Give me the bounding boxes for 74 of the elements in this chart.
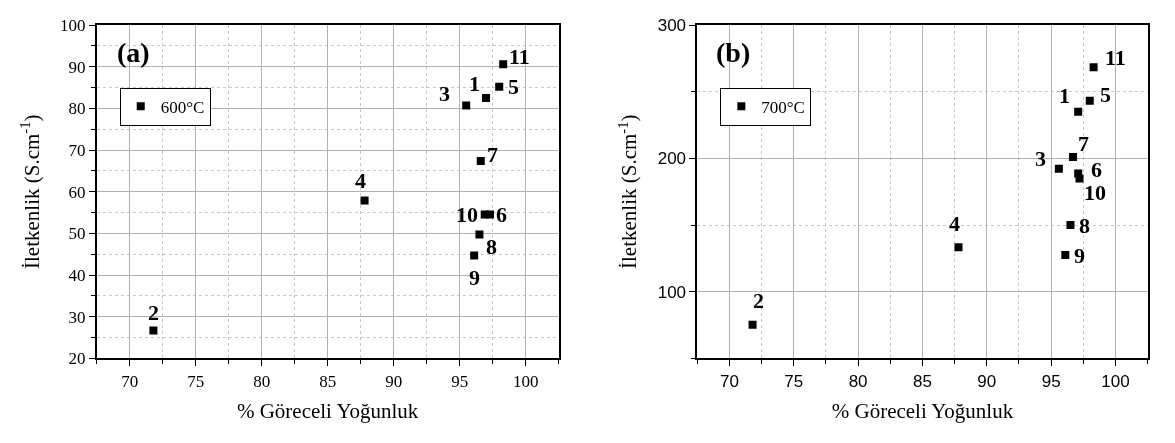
x-tick-label: 95 [1041,371,1061,391]
annotation: 5 [508,74,519,99]
point [462,101,471,110]
point [1069,153,1078,162]
annotation: 8 [1079,213,1090,238]
annotation: 7 [1078,131,1089,156]
annotation: 1 [469,71,480,96]
annotation: 10 [1084,180,1106,205]
x-tick-label: 70 [121,371,139,391]
y-tick-label: 200 [657,149,687,169]
point [1089,63,1098,72]
point [499,60,508,69]
annotation: 6 [1091,157,1102,182]
point [476,156,485,165]
legend-label: 700°C [761,97,805,117]
point [1066,221,1075,230]
point [360,196,369,205]
point [482,93,491,102]
annotation: 3 [439,81,450,106]
y-tick-label: 60 [68,182,86,202]
point [748,320,757,329]
annotation: (b) [716,37,751,68]
x-tick-label: 75 [187,371,205,391]
point [1075,174,1084,183]
annotation: 9 [469,265,480,290]
y-tick-label: 30 [68,307,86,327]
annotation: 2 [753,288,764,313]
point [954,243,963,252]
x-tick-label: 95 [451,371,469,391]
annotation: (a) [117,37,150,68]
annotation: 10 [456,202,478,227]
y-tick-label: 40 [68,265,86,285]
x-tick-label: 100 [512,371,539,391]
annotation: 6 [496,202,507,227]
annotation: 11 [509,44,530,69]
x-tick-label: 90 [977,371,997,391]
x-axis-title: % Göreceli Yoğunluk [236,399,419,424]
annotation: 1 [1059,83,1070,108]
point [1061,251,1070,260]
annotation: 2 [148,300,159,325]
x-tick-label: 85 [912,371,932,391]
x-tick-label: 80 [848,371,868,391]
x-axis-title: % Göreceli Yoğunluk [831,399,1014,424]
x-tick-label: 75 [784,371,804,391]
x-tick-label: 70 [719,371,739,391]
x-tick-label: 80 [253,371,271,391]
point [149,326,158,335]
annotation: 3 [1035,146,1046,171]
annotation: 11 [1105,45,1126,70]
annotation: 5 [1100,82,1111,107]
legend-label: 600°C [160,97,205,117]
x-tick-label: 85 [319,371,337,391]
y-tick-label: 50 [68,224,86,244]
y-tick-label: 70 [68,141,86,160]
annotation: 4 [949,211,960,236]
y-tick-label: 100 [657,282,687,302]
x-tick-label: 90 [385,371,403,391]
y-tick-label: 300 [657,16,687,36]
y-tick-label: 90 [68,57,86,77]
annotation: 7 [487,142,498,167]
point [480,210,489,219]
annotation: 4 [355,168,366,193]
point [1054,164,1063,173]
annotation: 9 [1074,243,1085,268]
y-tick-label: 100 [59,16,86,36]
x-tick-label: 100 [1101,371,1130,391]
point [1074,107,1083,116]
point [495,82,504,91]
point [1085,96,1094,105]
point [470,251,479,260]
point [475,230,484,239]
annotation: 8 [486,234,497,259]
y-tick-label: 80 [68,99,86,119]
y-tick-label: 20 [68,349,86,369]
